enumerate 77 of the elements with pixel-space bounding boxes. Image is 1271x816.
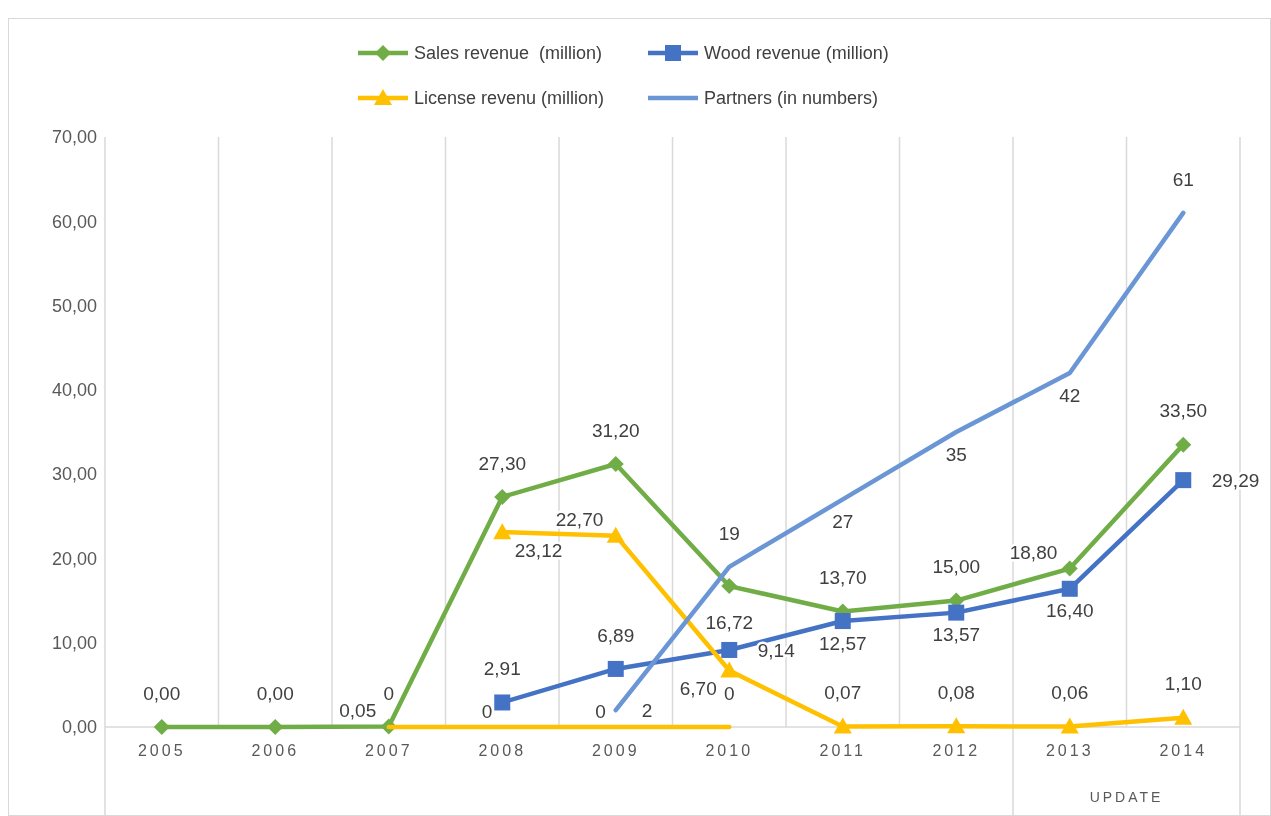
data-label: 35 xyxy=(945,443,967,465)
point xyxy=(720,661,739,678)
point xyxy=(494,694,511,711)
data-label: 0,00 xyxy=(256,682,294,704)
data-label: 2 xyxy=(641,699,653,721)
point xyxy=(1060,717,1079,734)
point xyxy=(606,526,625,543)
y-tick-label: 40,00 xyxy=(51,380,97,401)
data-label: 16,40 xyxy=(1045,600,1094,622)
data-label: 0 xyxy=(595,700,606,722)
y-tick-label: 50,00 xyxy=(51,295,97,316)
point xyxy=(1175,472,1192,489)
data-label: 22,70 xyxy=(555,509,604,531)
data-label: 27 xyxy=(832,511,854,533)
point xyxy=(607,660,624,677)
data-label: 9,14 xyxy=(757,639,796,661)
point xyxy=(833,717,852,734)
data-label: 0,07 xyxy=(824,682,862,704)
data-label: 0,05 xyxy=(339,700,377,722)
data-label: 0 xyxy=(723,682,735,704)
x-tick-label: 2014 xyxy=(1159,742,1208,759)
data-label: 0 xyxy=(383,682,395,704)
data-label: 12,57 xyxy=(818,632,867,654)
x-tick-label: 2010 xyxy=(705,742,754,759)
y-tick-label: 60,00 xyxy=(51,211,97,232)
point xyxy=(1061,560,1078,577)
point xyxy=(721,578,738,595)
data-label: 19 xyxy=(718,522,740,544)
y-tick-label: 10,00 xyxy=(51,633,97,654)
data-label: 13,70 xyxy=(818,567,867,589)
x-tick-label: 2007 xyxy=(364,742,413,759)
point xyxy=(1174,708,1193,725)
data-label: 29,29 xyxy=(1211,469,1260,491)
x-tick-label: 2006 xyxy=(251,742,300,759)
point xyxy=(834,613,851,630)
point xyxy=(948,604,965,621)
data-label: 16,72 xyxy=(705,611,754,633)
data-label: 0 xyxy=(481,700,493,722)
data-label: 27,30 xyxy=(478,452,527,474)
data-label: 2,91 xyxy=(483,658,521,680)
point xyxy=(721,641,738,658)
x-tick-label: 2013 xyxy=(1045,742,1094,759)
legend-label: Wood revenue (million) xyxy=(704,43,889,64)
data-label: 6,89 xyxy=(597,624,635,646)
data-label: 61 xyxy=(1172,168,1194,190)
data-label: 33,50 xyxy=(1159,400,1208,422)
legend-label: Sales revenue (million) xyxy=(414,43,603,64)
x-tick-label: 2009 xyxy=(591,742,640,759)
data-label: 42 xyxy=(1059,384,1081,406)
data-label: 1,10 xyxy=(1164,673,1202,695)
point xyxy=(153,719,170,735)
data-label: 13,57 xyxy=(932,624,981,646)
data-label: 0,00 xyxy=(143,682,181,704)
data-label: 0,06 xyxy=(1051,682,1089,704)
y-tick-label: 20,00 xyxy=(51,548,97,569)
y-tick-label: 30,00 xyxy=(51,464,97,485)
legend-label: Partners (in numbers) xyxy=(704,88,879,109)
data-label: 6,70 xyxy=(679,678,717,700)
y-tick-label: 0,00 xyxy=(61,717,97,738)
x-tick-label: 2011 xyxy=(819,742,866,759)
x-tick-label: 2008 xyxy=(478,742,527,759)
x-tick-label: 2012 xyxy=(932,742,981,759)
data-label: 15,00 xyxy=(932,556,981,578)
x-tick-label: 2005 xyxy=(137,742,186,759)
point xyxy=(1061,580,1078,597)
data-label: 0,08 xyxy=(937,681,975,703)
point xyxy=(607,456,624,473)
point xyxy=(493,523,512,540)
point xyxy=(1175,436,1192,453)
data-label: 31,20 xyxy=(591,419,640,441)
y-tick-label: 70,00 xyxy=(51,127,97,148)
point xyxy=(494,488,511,505)
legend-label: License revenu (million) xyxy=(414,88,605,109)
text: UPDATE xyxy=(1089,789,1164,805)
data-label: 23,12 xyxy=(514,539,563,561)
point xyxy=(947,717,966,734)
data-label: 18,80 xyxy=(1009,542,1058,564)
